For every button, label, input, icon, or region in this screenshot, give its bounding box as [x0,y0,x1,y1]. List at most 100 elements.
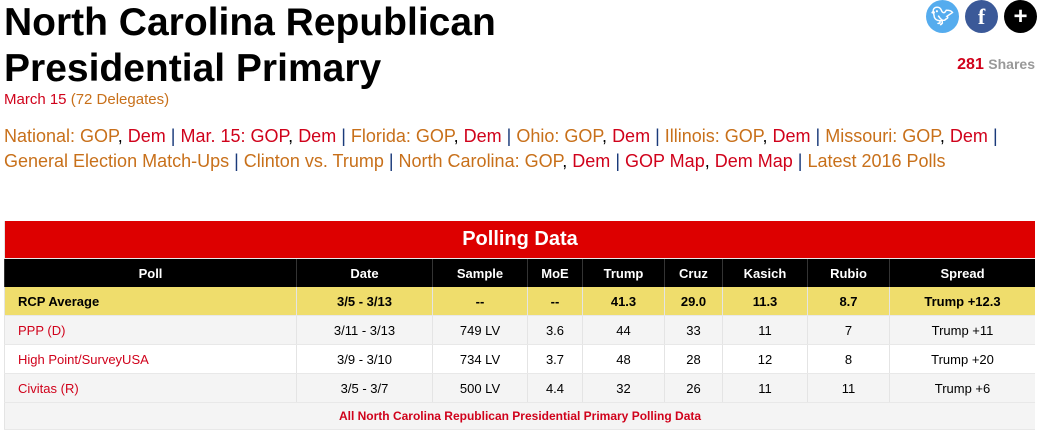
table-row: High Point/SurveyUSA 3/9 - 3/10 734 LV 3.7 4… [4,344,1035,374]
cell: 33 [664,315,723,345]
nav-link[interactable]: Latest 2016 Polls [807,151,946,171]
column-header[interactable]: Trump [582,258,665,287]
poll-name[interactable]: High Point/SurveyUSA [4,344,297,374]
cell: 3.7 [527,344,583,374]
plus-icon[interactable]: + [1004,0,1037,33]
nav-separator: | [336,126,351,146]
twitter-icon[interactable]: 🐦︎ [926,0,959,33]
cell: 3/9 - 3/10 [296,344,433,374]
cell: 734 LV [432,344,528,374]
column-header[interactable]: MoE [527,258,583,287]
column-header[interactable]: Cruz [664,258,723,287]
cell: Trump +20 [889,344,1035,374]
cell: 3.6 [527,315,583,345]
nav-link[interactable]: Dem [463,126,502,146]
social-buttons: 🐦︎ f + [926,0,1037,33]
cell: 749 LV [432,315,528,345]
poll-name: RCP Average [4,287,297,316]
cell: 41.3 [582,287,665,316]
nav-link[interactable]: General Election Match-Ups [4,151,230,171]
nav-separator: | [501,126,517,146]
table-title: Polling Data [4,221,1035,259]
nav-separator: , [762,126,773,146]
nav-link[interactable]: Florida: GOP [350,126,454,146]
cell: 11.3 [722,287,808,316]
cell: 12 [722,344,808,374]
nav-separator: , [704,151,715,171]
cell: 11 [807,373,890,403]
nav-separator: , [453,126,464,146]
cell: 44 [582,315,665,345]
nav-link[interactable]: Dem [772,126,811,146]
cell: 8 [807,344,890,374]
nav-line: General Election Match-Ups | Clinton vs.… [4,149,1034,174]
subtitle: March 15 (72 Delegates) [4,91,169,108]
cell: 8.7 [807,287,890,316]
nav-link[interactable]: Clinton vs. Trump [243,151,384,171]
column-header[interactable]: Sample [432,258,528,287]
nav-line: National: GOP, Dem | Mar. 15: GOP, Dem |… [4,124,1034,149]
cell: 29.0 [664,287,723,316]
nav-separator: | [165,126,181,146]
table-header: Poll Date Sample MoE Trump Cruz Kasich Rubio Spr… [4,258,1035,287]
nav-separator: , [288,126,299,146]
delegates: (72 Delegates) [70,91,170,108]
nav-link[interactable]: Illinois: GOP [664,126,763,146]
nav-link[interactable]: Dem [612,126,651,146]
nav-separator: , [117,126,128,146]
column-header[interactable]: Poll [4,258,297,287]
nav-separator: | [987,126,998,146]
share-number: 281 [957,56,984,73]
cell: 500 LV [432,373,528,403]
nav-link[interactable]: Dem [127,126,166,146]
nav-separator: | [650,126,665,146]
nav-separator: , [562,151,573,171]
cell: 11 [722,315,808,345]
nav-separator: | [792,151,808,171]
share-count: 281 Shares [957,56,1035,74]
column-header[interactable]: Date [296,258,433,287]
facebook-icon[interactable]: f [965,0,998,33]
nav-link[interactable]: National: GOP [4,126,118,146]
column-header[interactable]: Kasich [722,258,808,287]
poll-name[interactable]: Civitas (R) [4,373,297,403]
cell: 32 [582,373,665,403]
nav-link[interactable]: Missouri: GOP [825,126,940,146]
nav-link[interactable]: Ohio: GOP [516,126,603,146]
nav-separator: | [810,126,826,146]
nav-link[interactable]: GOP Map [625,151,705,171]
nav-link[interactable]: Dem [949,126,988,146]
cell: 11 [722,373,808,403]
nav-links: National: GOP, Dem | Mar. 15: GOP, Dem |… [4,124,1034,174]
cell: 3/11 - 3/13 [296,315,433,345]
primary-date: March 15 [4,91,67,108]
polling-table: Polling Data Poll Date Sample MoE Trump Cruz K… [4,221,1035,430]
column-header[interactable]: Rubio [807,258,890,287]
cell: 7 [807,315,890,345]
column-header[interactable]: Spread [889,258,1035,287]
all-polls-link[interactable]: All North Carolina Republican Presidenti… [4,402,1035,430]
nav-link[interactable]: Dem [298,126,337,146]
cell: 26 [664,373,723,403]
nav-separator: | [383,151,399,171]
poll-name[interactable]: PPP (D) [4,315,297,345]
cell: -- [527,287,583,316]
nav-separator: | [610,151,625,171]
nav-link[interactable]: Mar. 15: GOP [180,126,289,146]
table-row: Civitas (R) 3/5 - 3/7 500 LV 4.4 32 26 11 11 Tru… [4,373,1035,403]
nav-link[interactable]: Dem Map [714,151,793,171]
nav-separator: , [939,126,950,146]
rcp-average-row: RCP Average 3/5 - 3/13 -- -- 41.3 29.0 11.3 8.7… [4,287,1035,316]
cell: 28 [664,344,723,374]
cell: 48 [582,344,665,374]
cell: -- [432,287,528,316]
page-title: North Carolina Republican Presidential P… [4,1,496,90]
cell: 4.4 [527,373,583,403]
nav-link[interactable]: Dem [572,151,611,171]
cell: Trump +11 [889,315,1035,345]
nav-separator: , [602,126,613,146]
cell: 3/5 - 3/7 [296,373,433,403]
nav-separator: | [229,151,244,171]
nav-link[interactable]: North Carolina: GOP [398,151,563,171]
table-row: PPP (D) 3/11 - 3/13 749 LV 3.6 44 33 11 7 Trump … [4,315,1035,345]
